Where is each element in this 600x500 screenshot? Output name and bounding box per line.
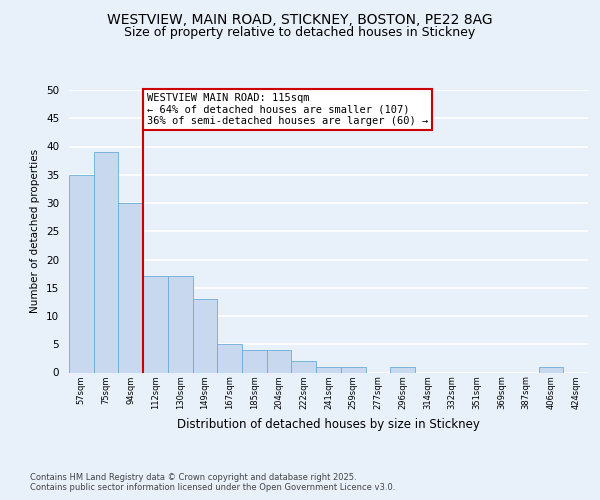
- Bar: [390, 367, 415, 372]
- Bar: [94, 152, 118, 372]
- Bar: [341, 367, 365, 372]
- Bar: [267, 350, 292, 372]
- Bar: [242, 350, 267, 372]
- Bar: [217, 344, 242, 372]
- Bar: [118, 203, 143, 372]
- Bar: [292, 361, 316, 372]
- Bar: [69, 175, 94, 372]
- Bar: [316, 367, 341, 372]
- Text: WESTVIEW MAIN ROAD: 115sqm
← 64% of detached houses are smaller (107)
36% of sem: WESTVIEW MAIN ROAD: 115sqm ← 64% of deta…: [147, 93, 428, 126]
- Bar: [143, 276, 168, 372]
- Text: WESTVIEW, MAIN ROAD, STICKNEY, BOSTON, PE22 8AG: WESTVIEW, MAIN ROAD, STICKNEY, BOSTON, P…: [107, 12, 493, 26]
- Bar: [539, 367, 563, 372]
- Bar: [193, 299, 217, 372]
- Y-axis label: Number of detached properties: Number of detached properties: [31, 149, 40, 314]
- Text: Contains HM Land Registry data © Crown copyright and database right 2025.
Contai: Contains HM Land Registry data © Crown c…: [30, 472, 395, 492]
- Bar: [168, 276, 193, 372]
- X-axis label: Distribution of detached houses by size in Stickney: Distribution of detached houses by size …: [177, 418, 480, 430]
- Text: Size of property relative to detached houses in Stickney: Size of property relative to detached ho…: [124, 26, 476, 39]
